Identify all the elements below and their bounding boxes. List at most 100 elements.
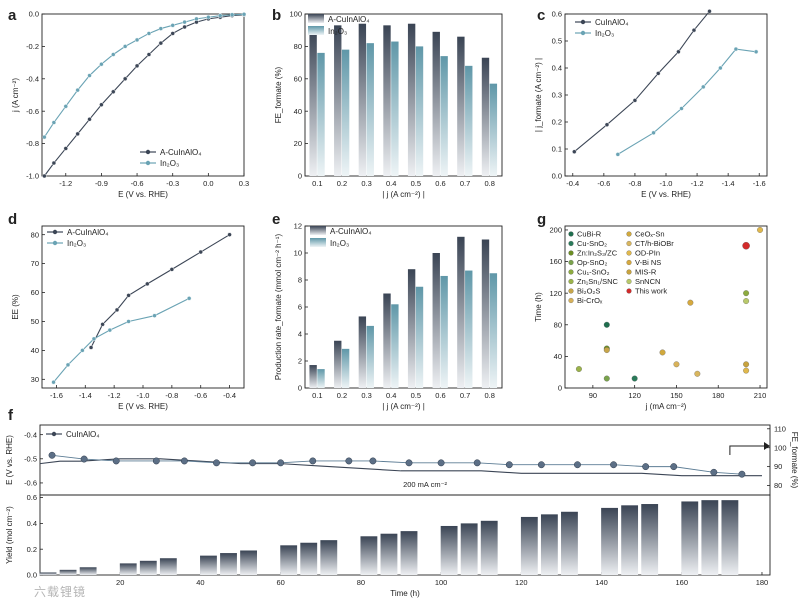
e-bar-0-0 [309,365,317,388]
a-point-0-6 [111,89,116,94]
g-point-13 [743,298,750,305]
c-xlabel: E (V vs. RHE) [641,190,691,199]
b-ytick-label: 40 [294,107,302,116]
g-point-11 [687,299,694,306]
e-bar-1-2 [366,325,374,388]
f-yield-bar-18 [520,516,538,575]
a-point-1-12 [182,19,187,25]
d-legend-marker [52,240,58,246]
b-bar-0-0 [309,30,317,177]
d-point-0-1 [100,322,105,327]
d-point-1-6 [152,313,157,318]
d-point-1-7 [186,296,192,301]
f-yield-bar-9 [280,545,298,575]
f-arrow-head [764,442,770,450]
g-legend-marker [626,259,632,266]
a-point-1-15 [218,13,223,18]
e-ytick-label: 12 [294,222,302,231]
f-bottom-ytick-label: 0.2 [27,545,37,554]
panel-letter-e: e [272,211,280,228]
g-point-9 [694,370,701,377]
d-ytick-label: 30 [31,375,39,384]
a-ytick-label: -0.8 [26,139,39,148]
f-bottom-xtick-label: 80 [357,578,365,587]
g-legend-label: V-Bi NS [635,258,661,267]
a-point-1-8 [134,37,140,43]
f-top-ylabel: E (V vs. RHE) [5,435,14,485]
f-arrow-line [729,445,764,455]
d-legend-label: In₂O₃ [67,239,86,248]
f-bottom-xtick-label: 100 [435,578,448,587]
a-point-1-16 [229,12,235,18]
g-legend-label: CuBi-R [577,230,602,239]
a-point-0-7 [122,76,128,82]
panel-letter-b: b [272,7,281,24]
g-point-12 [743,361,750,368]
b-ytick-label: 60 [294,74,302,83]
f-fe-point-4 [180,457,188,465]
f-yield-bar-1 [59,569,77,575]
f-top-ytick-label: -0.4 [24,430,37,439]
g-legend-label: Bi₂O₂S [577,287,600,296]
b-xtick-label: 0.2 [337,179,347,188]
f-top-ylabel-right: FE_formate (%) [790,432,799,489]
f-top-right-ytick-label: 100 [774,443,787,452]
chart-g: 90 120 150 180 210 0 40 80 120 160 200 j (mA cm⁻²) T… [534,225,768,411]
f-annotation: 200 mA cm⁻² [403,480,447,489]
f-top-ytick-label: -0.6 [24,479,37,488]
c-point-1-0 [615,152,621,157]
b-bar-1-5 [440,56,448,177]
a-point-1-5 [99,62,104,67]
d-ytick-label: 80 [31,230,39,239]
watermark: 六载锂镜 [34,584,86,599]
e-legend-swatch [310,226,326,235]
c-xtick-label: -1.6 [753,179,766,188]
a-point-1-7 [122,44,128,49]
f-fe-point-18 [642,463,650,471]
f-fe-point-12 [437,459,445,467]
c-point-1-3 [701,84,706,90]
d-point-1-3 [91,336,97,342]
a-point-0-0 [42,173,47,179]
b-xtick-label: 0.3 [361,179,371,188]
f-bottom-xtick-label: 60 [276,578,284,587]
b-legend-swatch [308,26,324,35]
g-legend-label: Cu₁-SnO₂ [577,268,610,277]
b-bar-0-5 [432,31,440,176]
c-ytick-label: 0.1 [552,145,562,154]
b-xtick-label: 0.1 [312,179,322,188]
f-yield-bar-2 [79,567,97,575]
f-bottom-xtick-label: 20 [116,578,124,587]
g-legend-marker [568,231,574,237]
f-fe-point-14 [505,461,513,469]
c-legend-marker [580,19,586,25]
e-bar-1-7 [489,273,498,388]
f-fe-point-16 [574,461,581,469]
a-point-0-8 [134,63,140,69]
a-xtick-label: -0.3 [166,179,179,188]
c-xtick-label: -0.8 [628,179,641,188]
g-point-7 [673,361,680,368]
a-point-0-9 [146,52,152,57]
g-ytick-label: 160 [549,257,562,266]
b-xtick-label: 0.6 [435,179,445,188]
f-yield-bar-24 [681,501,699,575]
f-yield-bar-4 [139,560,157,575]
e-xtick-label: 0.5 [411,391,421,400]
f-top-right-ytick-label: 90 [774,462,782,471]
a-point-1-6 [111,52,116,57]
f-bottom-xtick-label: 160 [676,578,689,587]
d-series-line-0 [90,234,230,348]
f-fe-point-5 [213,459,220,467]
a-point-1-13 [194,16,199,22]
e-bar-1-5 [440,275,448,388]
c-xtick-label: -1.2 [691,179,704,188]
c-ylabel: | j_formate (A cm⁻²) | [534,58,543,132]
e-xtick-label: 0.6 [435,391,445,400]
b-ytick-label: 20 [294,139,302,148]
g-ytick-label: 0 [558,384,562,393]
b-bar-0-6 [457,36,465,177]
c-point-0-2 [632,98,638,103]
e-bar-1-6 [465,270,473,388]
panel-letter-a: a [8,7,17,24]
